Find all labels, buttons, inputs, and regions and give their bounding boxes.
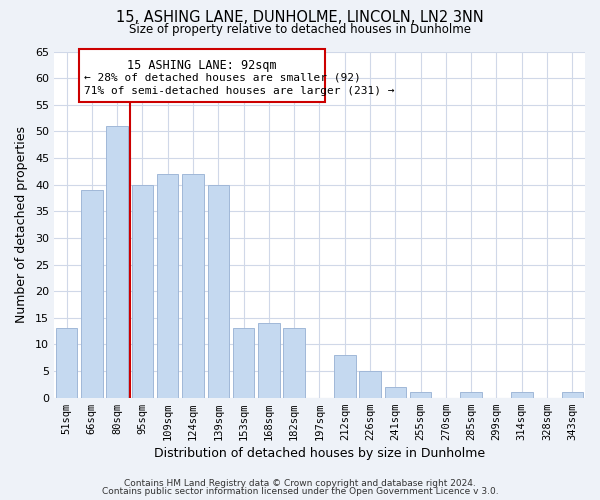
Text: 71% of semi-detached houses are larger (231) →: 71% of semi-detached houses are larger (… <box>84 86 395 96</box>
Bar <box>81 190 103 398</box>
Text: ← 28% of detached houses are smaller (92): ← 28% of detached houses are smaller (92… <box>84 73 361 83</box>
Bar <box>131 184 153 398</box>
Bar <box>410 392 431 398</box>
Text: Contains public sector information licensed under the Open Government Licence v : Contains public sector information licen… <box>101 487 499 496</box>
Bar <box>182 174 204 398</box>
Bar <box>106 126 128 398</box>
Text: Size of property relative to detached houses in Dunholme: Size of property relative to detached ho… <box>129 22 471 36</box>
Bar <box>157 174 178 398</box>
Bar <box>460 392 482 398</box>
Text: 15 ASHING LANE: 92sqm: 15 ASHING LANE: 92sqm <box>127 60 277 72</box>
Bar <box>562 392 583 398</box>
Bar <box>258 323 280 398</box>
Bar <box>283 328 305 398</box>
Text: Contains HM Land Registry data © Crown copyright and database right 2024.: Contains HM Land Registry data © Crown c… <box>124 478 476 488</box>
Bar <box>511 392 533 398</box>
FancyBboxPatch shape <box>79 49 325 102</box>
Bar <box>233 328 254 398</box>
Bar <box>334 355 356 398</box>
Bar <box>208 184 229 398</box>
X-axis label: Distribution of detached houses by size in Dunholme: Distribution of detached houses by size … <box>154 447 485 460</box>
Bar <box>359 371 381 398</box>
Text: 15, ASHING LANE, DUNHOLME, LINCOLN, LN2 3NN: 15, ASHING LANE, DUNHOLME, LINCOLN, LN2 … <box>116 10 484 25</box>
Y-axis label: Number of detached properties: Number of detached properties <box>15 126 28 323</box>
Bar <box>56 328 77 398</box>
Bar <box>385 387 406 398</box>
